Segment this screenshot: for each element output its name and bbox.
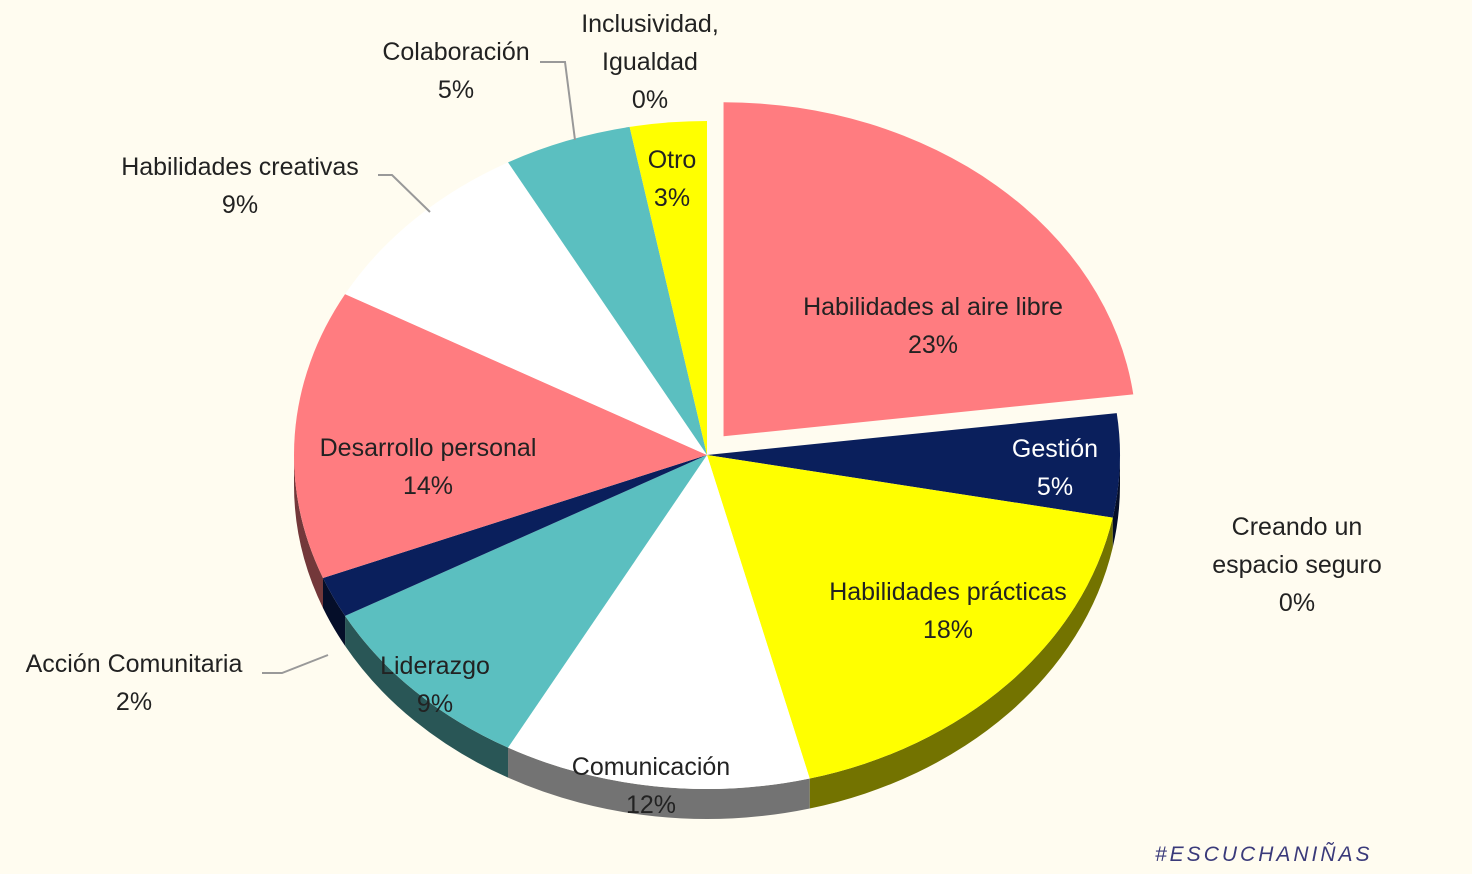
pie-sides [294,455,1120,819]
value-label: 9% [416,690,454,718]
slice-side [1112,455,1120,548]
slice [707,413,1121,518]
value-label: 14% [402,472,454,500]
slice [345,455,707,748]
value-label: 0% [1278,589,1316,617]
value-label: 12% [625,791,677,819]
value-label: 23% [907,331,959,359]
category-label: Habilidades al aire libre [803,293,1063,321]
slice [323,455,707,616]
slice-label: Habilidades prácticas 18% [829,573,1067,649]
slice-label: Habilidades creativas 9% [121,148,359,224]
category-label: Inclusividad, Igualdad [581,10,719,76]
slice-label: Liderazgo 9% [380,647,490,723]
category-label: Liderazgo [380,652,490,680]
slice-label: Habilidades al aire libre 23% [803,288,1063,364]
slice-label: Acción Comunitaria 2% [26,645,243,721]
category-label: Creando un espacio seguro [1212,513,1382,579]
slice-label: Gestión 5% [1012,430,1098,506]
slice-label: Creando un espacio seguro 0% [1210,508,1385,622]
slice [707,455,1113,779]
pie-tops [294,102,1134,789]
leader-line [262,654,329,674]
slice-side [323,577,346,646]
leader-line [378,174,431,213]
value-label: 0% [631,86,669,114]
slice-side [809,517,1113,809]
slice-side [508,747,810,819]
slice [723,102,1134,437]
category-label: Desarrollo personal [319,434,537,462]
slice-label: Colaboración 5% [382,33,529,109]
category-label: Comunicación [571,753,731,781]
category-label: Gestión [1011,435,1099,463]
slice-side [294,455,324,608]
slice [508,455,810,789]
category-label: Habilidades creativas [121,153,359,181]
value-label: 3% [653,184,691,212]
slice-label: Inclusividad, Igualdad 0% [560,5,740,119]
slice [294,294,707,578]
value-label: 9% [221,191,259,219]
slice-label: Otro 3% [648,141,697,217]
category-label: Otro [647,146,697,174]
leader-line [540,61,576,141]
category-label: Acción Comunitaria [25,650,243,678]
slice [508,126,707,455]
category-label: Colaboración [382,38,530,66]
slice-label: Comunicación 12% [572,748,730,824]
category-label: Habilidades prácticas [829,578,1067,606]
value-label: 5% [1036,473,1074,501]
value-label: 18% [922,616,974,644]
slice [345,162,707,455]
value-label: 2% [115,688,153,716]
value-label: 5% [437,76,475,104]
slice [629,121,707,455]
slice-side [345,615,509,778]
slice-label: Desarrollo personal 14% [320,429,537,505]
hashtag: #ESCUCHANIÑAS [1155,843,1373,866]
